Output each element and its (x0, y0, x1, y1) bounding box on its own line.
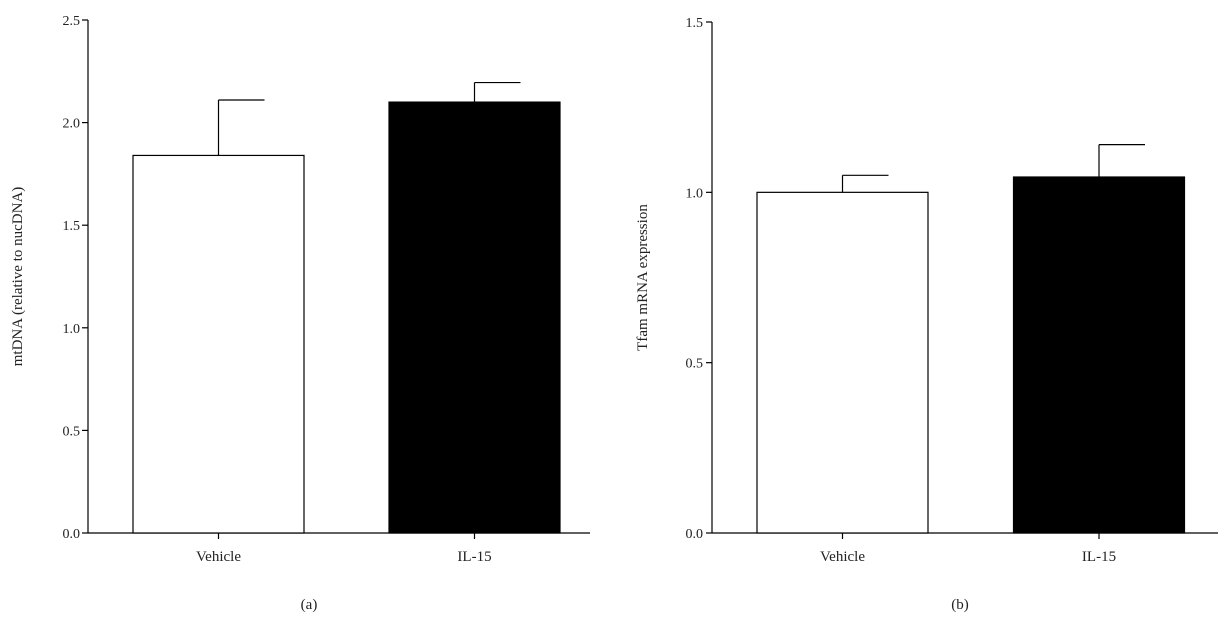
bar-il-15 (388, 101, 561, 534)
bar-vehicle (132, 154, 305, 534)
panel-label: (a) (301, 597, 318, 613)
y-tick-label: 1.5 (63, 219, 81, 234)
y-tick-label: 1.0 (63, 322, 81, 337)
y-tick-label: 2.0 (63, 117, 81, 132)
chart-panel-a: 0.0 0.5 1.0 1.5 2.0 2.5 Vehicle IL-15 mtDNA (rel… (10, 14, 590, 613)
y-tick-label: 0.0 (686, 527, 704, 542)
y-axis-title: mtDNA (relative to nucDNA) (10, 187, 26, 367)
y-tick-label: 0.0 (63, 527, 81, 542)
x-tick-label: Vehicle (196, 549, 241, 565)
bar-il-15 (1012, 176, 1186, 534)
y-tick-label: 0.5 (686, 357, 704, 372)
y-tick-label: 1.0 (686, 186, 704, 201)
chart-panel-b: 0.0 0.5 1.0 1.5 Vehicle IL-15 Tfam mRNA expres… (635, 16, 1218, 613)
panel-label: (b) (951, 597, 969, 613)
x-tick-label: IL-15 (457, 549, 491, 565)
y-tick-label: 1.5 (686, 16, 704, 31)
y-tick-label: 2.5 (63, 14, 81, 29)
x-tick-label: IL-15 (1082, 549, 1116, 565)
y-tick-label: 0.5 (63, 424, 81, 439)
x-tick-label: Vehicle (820, 549, 865, 565)
bar-vehicle (756, 191, 929, 534)
y-axis-title: Tfam mRNA expression (635, 204, 651, 351)
